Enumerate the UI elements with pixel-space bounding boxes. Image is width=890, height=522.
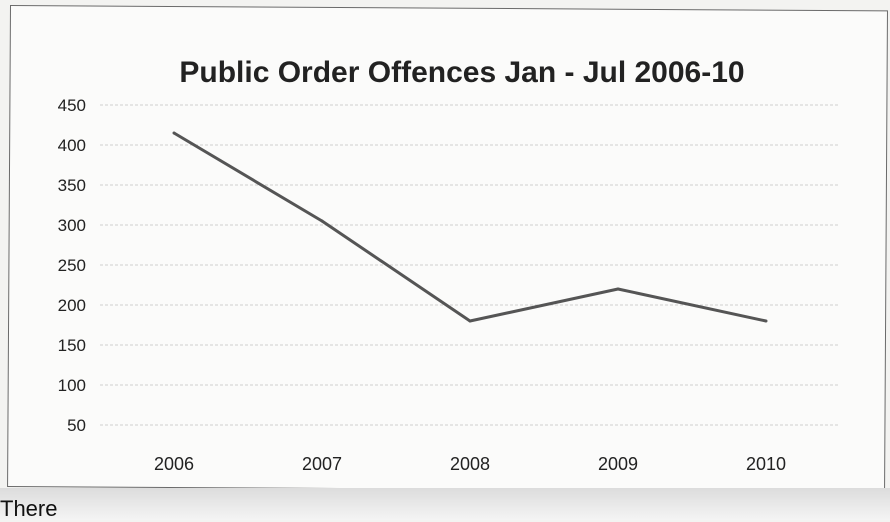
data-point xyxy=(320,219,324,223)
series-line xyxy=(173,131,767,323)
data-point xyxy=(616,287,620,291)
y-tick-label: 100 xyxy=(58,376,86,395)
gridlines xyxy=(100,104,840,426)
y-tick-label: 50 xyxy=(67,416,86,435)
y-tick-label: 150 xyxy=(58,336,86,355)
x-tick-label: 2006 xyxy=(154,454,194,474)
x-tick-label: 2009 xyxy=(598,454,638,474)
y-tick-label: 400 xyxy=(58,136,86,155)
data-point xyxy=(468,319,472,323)
data-point xyxy=(764,319,768,323)
chart-title: Public Order Offences Jan - Jul 2006-10 xyxy=(179,56,744,89)
y-axis-ticks: 450 400 350 300 250 200 150 100 50 xyxy=(58,96,86,435)
y-tick-label: 300 xyxy=(58,216,86,235)
series-group xyxy=(172,131,768,323)
line-chart: Public Order Offences Jan - Jul 2006-10 … xyxy=(58,56,840,474)
y-tick-label: 200 xyxy=(58,296,86,315)
y-tick-label: 450 xyxy=(58,96,86,115)
cropped-caption-text: There xyxy=(0,496,58,521)
data-point xyxy=(172,131,176,135)
x-tick-label: 2007 xyxy=(302,454,342,474)
x-axis-ticks: 2006 2007 2008 2009 2010 xyxy=(154,454,786,474)
x-tick-label: 2008 xyxy=(450,454,490,474)
page-shadow xyxy=(0,488,890,520)
x-tick-label: 2010 xyxy=(746,454,786,474)
y-tick-label: 350 xyxy=(58,176,86,195)
y-tick-label: 250 xyxy=(58,256,86,275)
